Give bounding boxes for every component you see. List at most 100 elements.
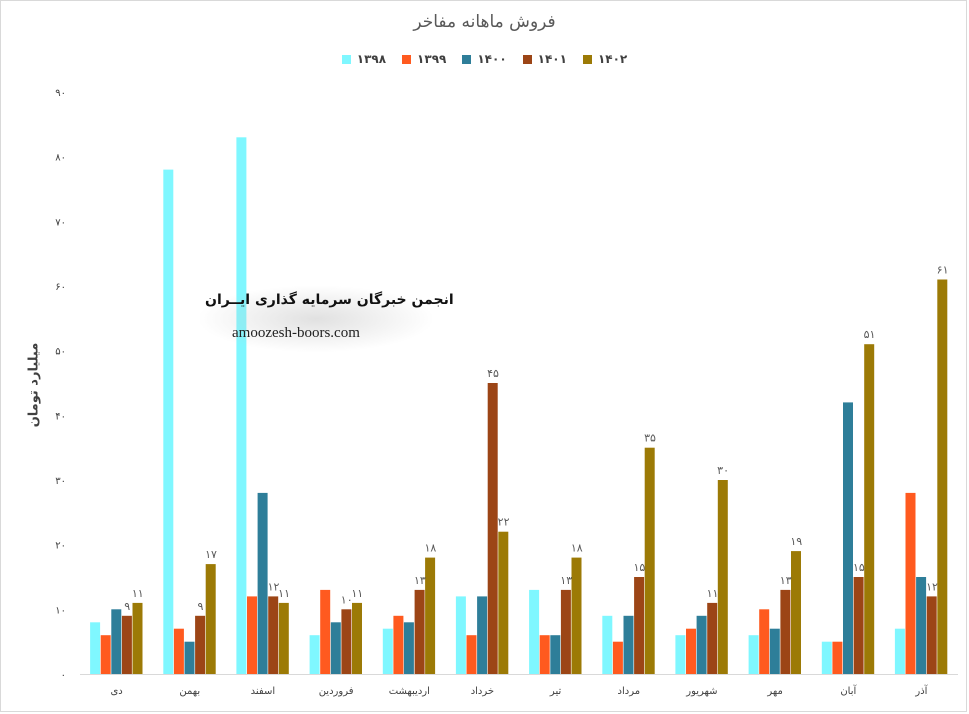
y-tick-label: ۵۰: [55, 347, 66, 358]
bar-1-8: [686, 628, 696, 674]
bar-4-3: [352, 602, 362, 674]
data-label: ۳۵: [644, 432, 656, 445]
legend-item-3: ۱۴۰۱: [522, 52, 567, 66]
data-label: ۱۷: [205, 548, 217, 561]
bar-3-2: [268, 596, 279, 674]
y-tick-label: ۶۰: [55, 282, 66, 293]
legend-swatch: [462, 54, 472, 64]
x-category-label: تیر: [549, 686, 562, 697]
legend-item-1: ۱۳۹۹: [402, 52, 446, 66]
bar-0-8: [675, 635, 686, 674]
legend-item-4: ۱۴۰۲: [582, 52, 628, 66]
data-label: ۵۱: [864, 328, 876, 341]
bar-4-4: [425, 557, 436, 674]
data-label: ۱۸: [424, 542, 436, 555]
y-tick-label: ۸۰: [55, 153, 66, 164]
legend-swatch: [522, 54, 532, 64]
data-label: ۱۳: [560, 574, 572, 587]
x-category-label: اردیبهشت: [389, 686, 430, 697]
bar-3-8: [707, 602, 718, 674]
chart-legend: ۱۳۹۸ ۱۳۹۹ ۱۴۰۰ ۱۴۰۱ ۱۴۰۲: [0, 52, 969, 66]
legend-label: ۱۴۰۲: [597, 52, 628, 66]
data-label: ۹: [197, 600, 203, 613]
bar-1-5: [466, 635, 477, 674]
bar-1-10: [832, 641, 843, 674]
legend-item-2: ۱۴۰۰: [462, 52, 507, 66]
y-tick-label: ۳۰: [55, 476, 66, 487]
legend-swatch: [341, 54, 351, 64]
watermark-org-name: انجمن خبرگان سرمایه گذاری ایــران: [205, 292, 454, 308]
bar-0-4: [382, 628, 393, 674]
bar-1-6: [539, 635, 550, 674]
x-category-label: دی: [110, 686, 122, 697]
bar-1-1: [173, 628, 184, 674]
y-tick-label: ۰: [61, 670, 66, 681]
data-label: ۶۱: [937, 264, 949, 277]
y-tick-label: ۹۰: [55, 88, 66, 99]
bar-1-11: [905, 492, 916, 674]
bar-2-9: [769, 628, 780, 674]
y-tick-label: ۲۰: [55, 541, 66, 552]
data-label: ۱۱: [132, 587, 144, 600]
bar-4-7: [644, 447, 655, 674]
bar-3-7: [634, 577, 645, 674]
bar-1-2: [247, 596, 257, 674]
data-label: ۱۸: [571, 542, 583, 555]
x-category-label: خرداد: [471, 686, 494, 697]
chart-title: فروش ماهانه مفاخر: [413, 12, 556, 32]
bar-2-2: [257, 492, 268, 674]
bar-0-10: [821, 641, 832, 674]
y-tick-label: ۱۰: [55, 605, 66, 616]
data-label: ۴۵: [487, 367, 499, 380]
data-label: ۱۲: [268, 580, 280, 593]
bar-3-0: [121, 615, 132, 674]
bar-4-11: [937, 279, 948, 674]
x-category-label: اسفند: [251, 686, 275, 697]
data-label: ۱۱: [278, 587, 290, 600]
bar-3-10: [853, 577, 864, 674]
data-label: ۱۵: [853, 561, 865, 574]
bar-2-5: [477, 596, 488, 674]
bar-3-9: [780, 589, 791, 674]
data-label: ۹: [124, 600, 130, 613]
y-tick-label: ۷۰: [55, 217, 66, 228]
bar-4-2: [278, 602, 289, 674]
bar-2-0: [111, 609, 122, 674]
legend-swatch: [402, 54, 412, 64]
bar-4-5: [498, 531, 509, 674]
legend-swatch: [582, 54, 592, 64]
bar-2-4: [403, 622, 414, 674]
bar-2-6: [550, 635, 561, 674]
bar-3-11: [926, 596, 937, 674]
bar-2-1: [184, 641, 195, 674]
bar-2-8: [696, 615, 707, 674]
x-category-label: آذر: [914, 684, 928, 697]
legend-label: ۱۳۹۸: [356, 52, 387, 66]
data-label: ۱۱: [707, 587, 719, 600]
bar-0-3: [309, 635, 320, 674]
bar-1-9: [759, 609, 770, 674]
bar-4-9: [791, 551, 801, 674]
legend-label: ۱۴۰۱: [537, 52, 567, 66]
bar-0-2: [236, 137, 247, 675]
bar-0-9: [748, 635, 759, 674]
x-category-label: آبان: [840, 684, 857, 697]
bar-4-6: [571, 557, 582, 674]
data-label: ۲۲: [498, 516, 510, 529]
data-label: ۱۹: [790, 535, 802, 548]
y-tick-label: ۴۰: [55, 411, 66, 422]
watermark-shadow: [200, 286, 432, 352]
bar-2-7: [623, 615, 634, 674]
data-label: ۱۳: [780, 574, 792, 587]
bar-3-4: [414, 589, 425, 674]
legend-label: ۱۳۹۹: [417, 52, 447, 66]
bar-4-10: [864, 344, 875, 674]
bar-0-6: [529, 589, 540, 674]
legend-item-0: ۱۳۹۸: [341, 52, 387, 66]
bar-4-1: [205, 564, 216, 674]
watermark-website: amoozesh-boors.com: [232, 325, 360, 341]
bar-2-11: [916, 577, 927, 674]
bar-1-7: [612, 641, 623, 674]
